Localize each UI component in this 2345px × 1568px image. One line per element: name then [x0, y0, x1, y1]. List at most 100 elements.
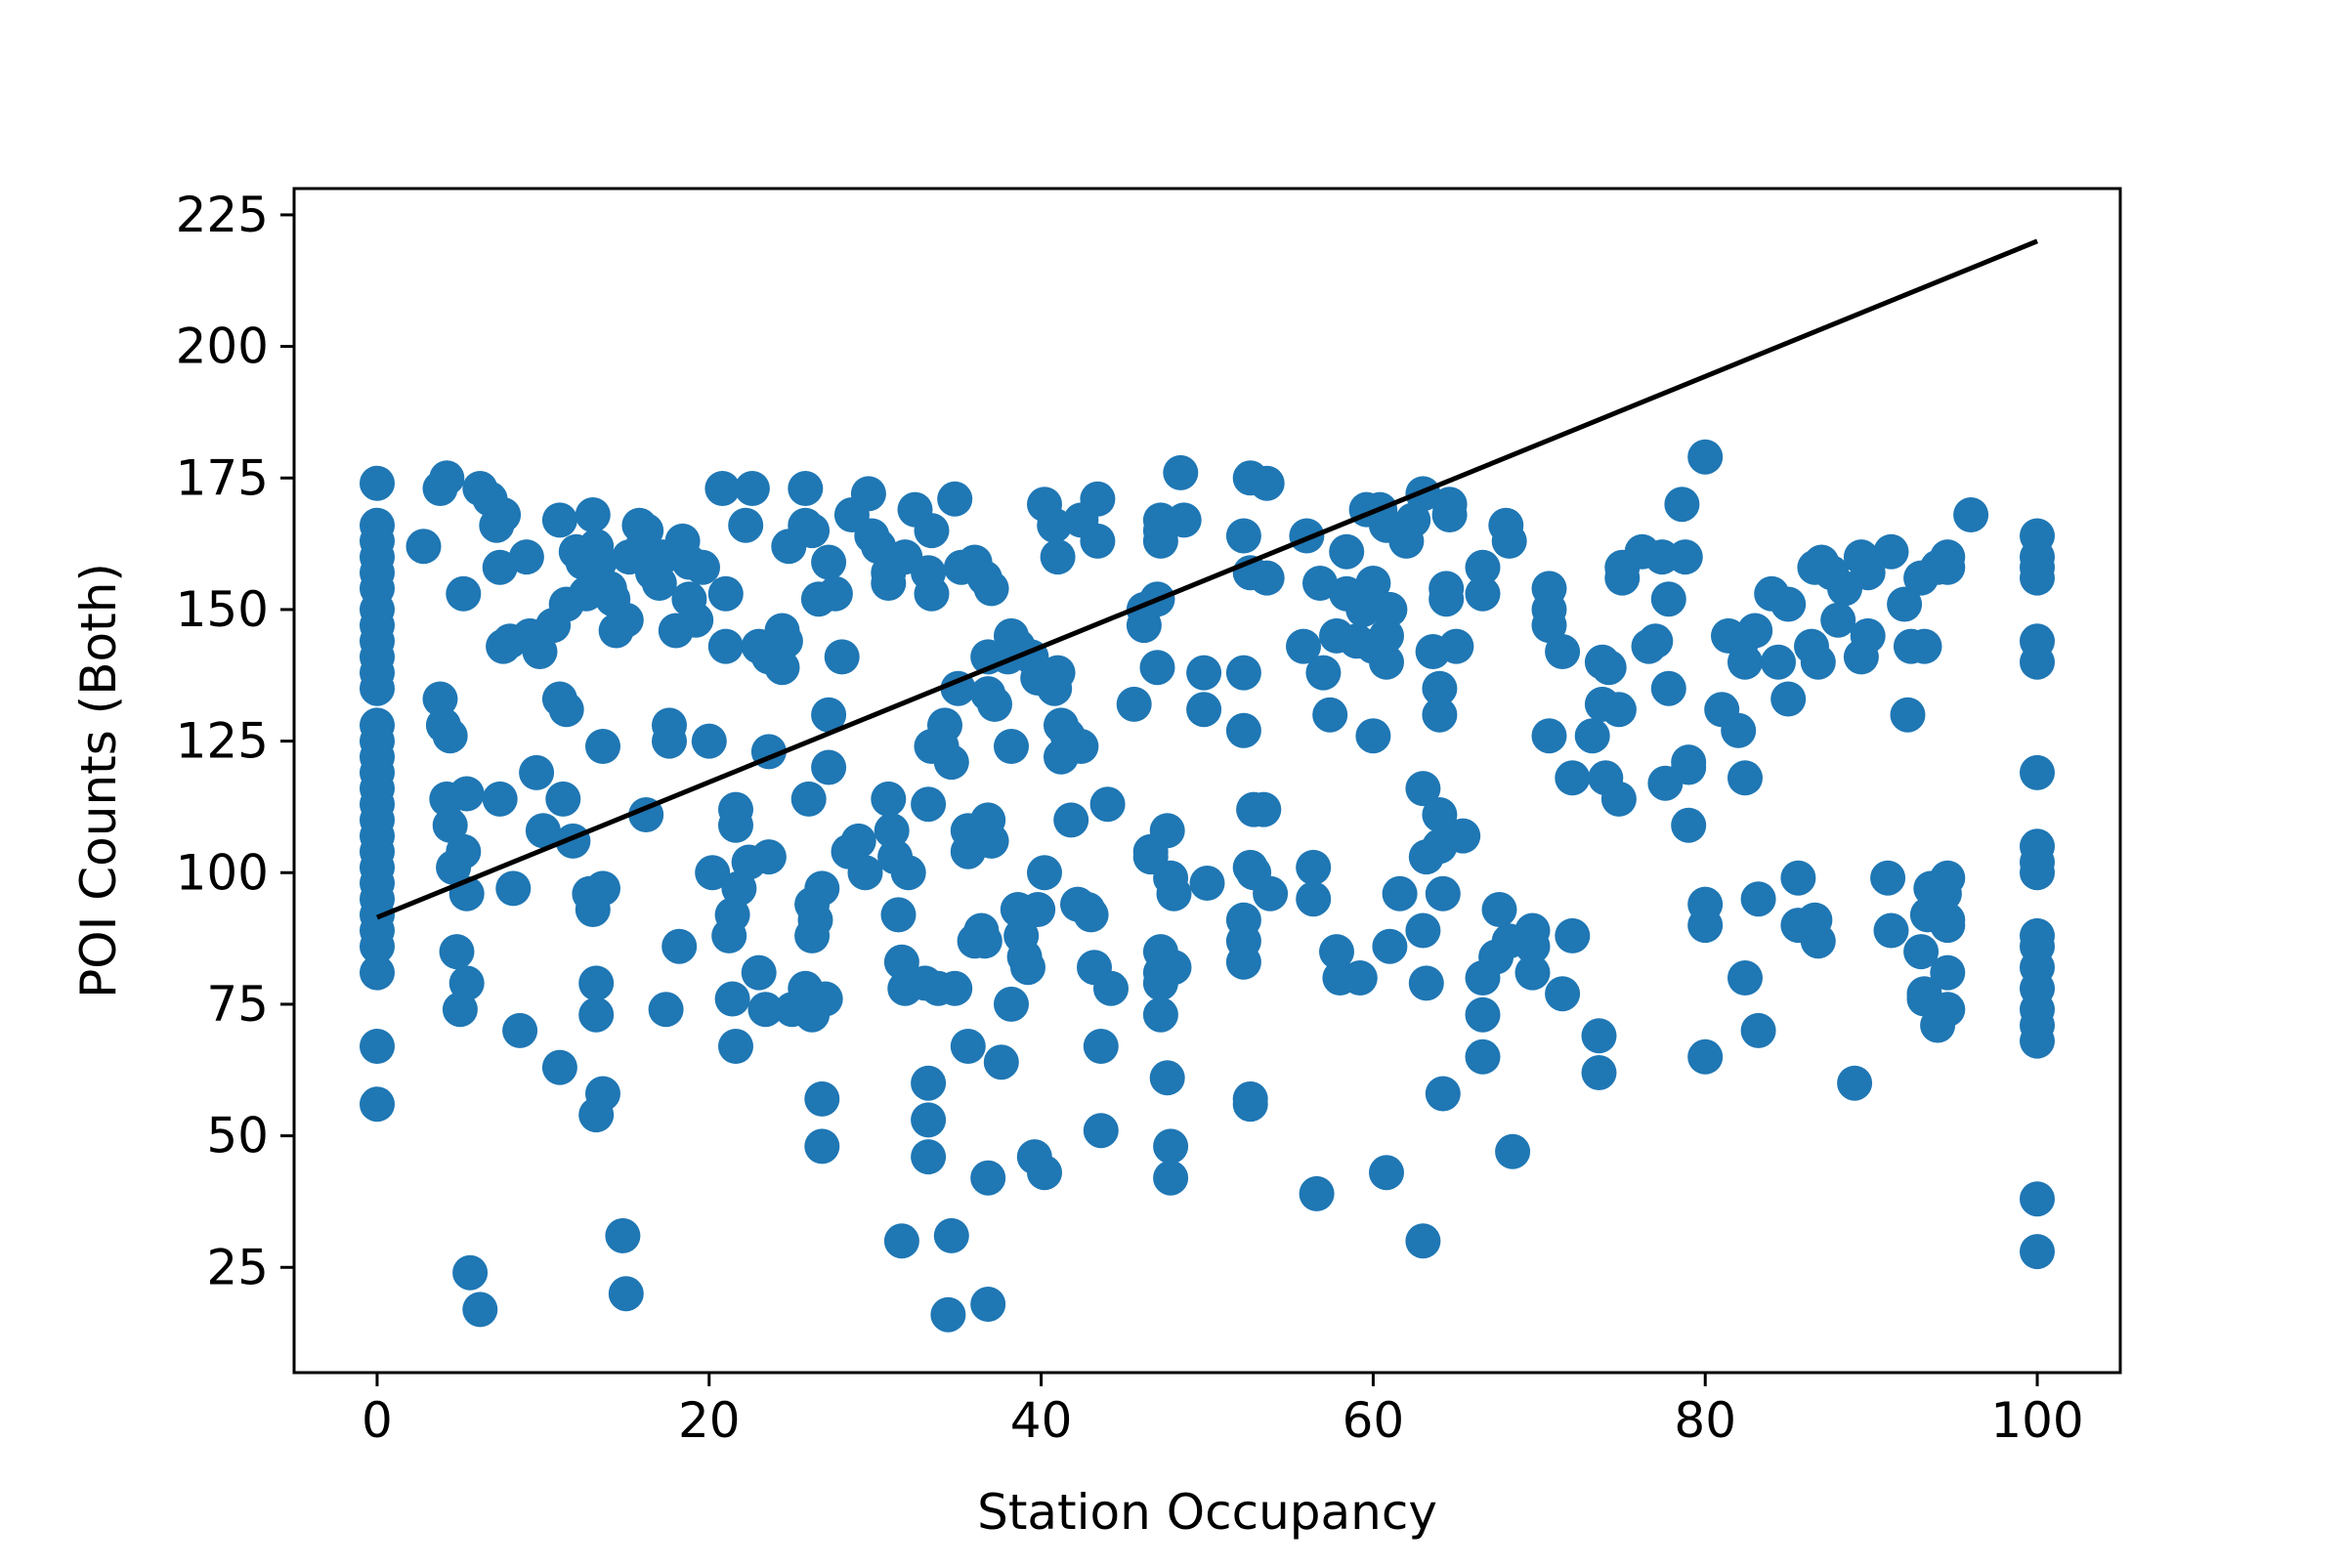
data-point [1156, 875, 1192, 911]
data-point [1189, 866, 1225, 901]
data-point [608, 602, 644, 638]
data-point [1372, 591, 1408, 627]
data-point [741, 954, 777, 991]
data-point [1850, 555, 1886, 591]
data-point [448, 965, 485, 1001]
data-point [1906, 628, 1942, 664]
data-point [977, 686, 1012, 722]
data-point [767, 623, 803, 659]
data-point [1027, 1155, 1062, 1191]
data-point [585, 1076, 620, 1112]
data-point [840, 823, 876, 859]
data-point [1369, 1155, 1404, 1191]
x-axis-ticks: 0 20 40 60 80 100 [362, 1373, 2084, 1449]
data-point [1431, 487, 1468, 523]
data-point [850, 476, 886, 512]
data-point [804, 1128, 840, 1165]
data-point [1428, 581, 1465, 617]
data-point [1142, 996, 1178, 1033]
data-point [927, 707, 962, 743]
data-point [578, 965, 615, 1001]
data-point [1312, 697, 1348, 733]
data-point [1721, 712, 1757, 748]
data-point [462, 1292, 498, 1328]
y-tick-label: 175 [176, 449, 269, 506]
data-point [1089, 786, 1126, 823]
data-point [1740, 1012, 1776, 1048]
data-point [1727, 960, 1763, 996]
data-point [360, 670, 395, 706]
data-points [360, 439, 2055, 1333]
data-point [1491, 523, 1527, 559]
data-point [1225, 518, 1261, 554]
y-tick-label: 125 [176, 713, 269, 770]
data-point [519, 754, 555, 790]
data-point [747, 992, 784, 1028]
y-tick-label: 150 [176, 581, 269, 638]
data-point [1302, 566, 1338, 601]
data-point [541, 502, 577, 538]
y-tick-label: 225 [176, 187, 269, 243]
data-point [1080, 481, 1116, 517]
data-point [522, 634, 558, 669]
data-point [1020, 892, 1056, 927]
data-point [1727, 644, 1763, 680]
data-point [1800, 923, 1836, 959]
data-point [1727, 760, 1763, 796]
data-point [1820, 602, 1856, 638]
data-point [1581, 1018, 1617, 1054]
y-tick-label: 75 [206, 976, 269, 1033]
data-point [1296, 849, 1332, 885]
data-point [2020, 1234, 2055, 1270]
data-point [1355, 718, 1391, 754]
data-point [1495, 1133, 1531, 1169]
data-point [446, 833, 482, 869]
data-point [1329, 533, 1365, 570]
data-point [966, 923, 1002, 959]
data-point [1545, 634, 1581, 669]
data-point [1600, 781, 1637, 817]
data-point [1671, 744, 1707, 781]
data-point [1465, 1038, 1501, 1075]
data-point [1930, 992, 1966, 1028]
data-point [482, 781, 518, 817]
data-point [1063, 729, 1099, 764]
data-point [1405, 912, 1441, 949]
data-point [1382, 875, 1418, 911]
data-point [811, 697, 847, 733]
data-point [678, 602, 714, 638]
data-point [1800, 644, 1836, 680]
data-point [1903, 934, 1940, 970]
data-point [911, 1102, 947, 1138]
data-point [707, 628, 744, 664]
data-point [695, 855, 731, 891]
data-point [718, 807, 753, 843]
data-point [2020, 560, 2055, 596]
data-point [1139, 650, 1175, 686]
y-tick-label: 25 [206, 1239, 269, 1295]
data-point [807, 981, 843, 1017]
data-point [1232, 1086, 1268, 1123]
data-point [691, 723, 727, 759]
data-point [360, 954, 395, 991]
data-point [1249, 465, 1285, 501]
data-point [1053, 802, 1089, 838]
data-point [1770, 586, 1807, 622]
data-point [718, 1029, 753, 1064]
data-point [1873, 912, 1909, 949]
data-point [911, 1065, 947, 1101]
data-point [685, 549, 720, 585]
data-point [432, 718, 468, 754]
y-axis-label: POI Counts (Both) [70, 563, 127, 998]
x-tick-label: 60 [1343, 1392, 1405, 1449]
data-point [994, 729, 1029, 764]
data-point [1149, 813, 1185, 849]
data-point [545, 781, 581, 817]
data-point [1253, 875, 1289, 911]
fit-line-layer [376, 238, 2038, 920]
data-point [930, 1296, 966, 1333]
data-point [1286, 628, 1321, 664]
data-point [970, 1287, 1006, 1322]
data-point [429, 460, 465, 496]
